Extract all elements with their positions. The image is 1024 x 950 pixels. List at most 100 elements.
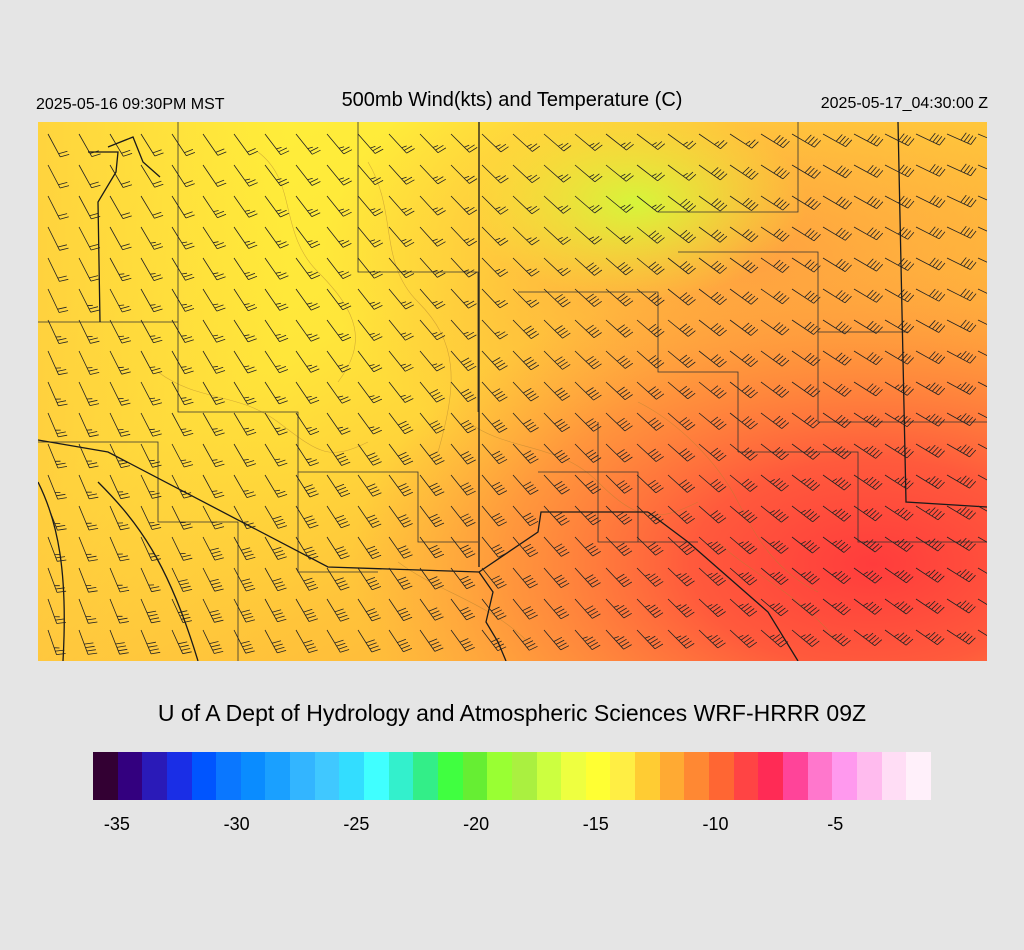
wind-barb — [171, 350, 194, 375]
wind-barb — [667, 381, 696, 400]
wind-barb — [574, 412, 602, 432]
wind-barb — [574, 505, 602, 526]
wind-barb — [698, 629, 726, 649]
wind-barb — [574, 226, 603, 245]
wind-barb — [264, 164, 290, 187]
wind-barb — [419, 598, 444, 621]
wind-barb — [357, 567, 382, 591]
wind-barb — [357, 598, 381, 622]
wind-barb — [109, 164, 133, 188]
wind-barb — [481, 412, 508, 433]
colorbar-swatch — [240, 752, 266, 800]
wind-barb — [946, 319, 977, 333]
wind-barb — [543, 505, 570, 526]
wind-barb — [109, 350, 131, 375]
wind-barb — [698, 412, 727, 430]
wind-barb — [760, 474, 789, 492]
wind-barb — [760, 536, 789, 554]
wind-barb — [326, 536, 350, 560]
wind-barb — [140, 505, 162, 530]
wind-barb — [78, 412, 99, 438]
wind-barb — [171, 381, 194, 406]
wind-barb — [295, 412, 320, 436]
wind-barb — [264, 226, 289, 249]
colorbar-swatch — [881, 752, 907, 800]
wind-barb — [171, 443, 194, 468]
wind-barb — [729, 567, 758, 586]
wind-barb — [884, 536, 914, 552]
wind-barb — [605, 412, 633, 432]
wind-barb — [450, 319, 477, 340]
wind-barb — [543, 288, 571, 308]
wind-barb — [791, 474, 821, 491]
wind-barb — [78, 598, 98, 624]
wind-barb — [481, 381, 508, 402]
wind-barb — [481, 629, 507, 652]
wind-barb — [574, 567, 601, 588]
wind-barb — [915, 381, 946, 396]
wind-barb — [47, 164, 70, 189]
wind-barb — [47, 412, 68, 438]
wind-barb — [543, 195, 572, 214]
wind-barb — [264, 536, 287, 560]
wind-barb — [667, 474, 696, 493]
wind-barb — [264, 350, 289, 374]
wind-barb — [419, 412, 445, 434]
colorbar-swatch — [388, 752, 414, 800]
wind-barb — [884, 412, 914, 428]
wind-barb — [357, 257, 383, 279]
wind-barb — [729, 598, 758, 617]
wind-barb — [760, 164, 790, 180]
wind-barb — [884, 226, 915, 240]
wind-barb — [760, 288, 790, 305]
wind-barb — [47, 288, 69, 313]
wind-barb — [946, 567, 976, 583]
wind-barb — [822, 412, 852, 429]
wind-barb — [78, 133, 101, 157]
wind-barb — [543, 598, 570, 620]
colorbar-swatch — [610, 752, 636, 800]
wind-barb — [171, 536, 193, 561]
wind-barb — [264, 474, 288, 498]
wind-barb — [915, 226, 946, 240]
wind-barb — [667, 567, 695, 587]
wind-barb — [760, 381, 790, 398]
wind-barb — [605, 567, 633, 588]
wind-barb — [822, 536, 852, 553]
wind-barb — [419, 164, 447, 185]
wind-barb — [884, 505, 914, 521]
wind-barb — [109, 505, 130, 531]
wind-barb — [636, 412, 665, 431]
wind-barb — [853, 164, 884, 178]
wind-barb — [202, 443, 225, 468]
wind-barb — [698, 319, 727, 337]
wind-barb — [605, 536, 633, 556]
wind-barb — [946, 132, 977, 145]
wind-barb — [481, 474, 508, 496]
wind-barb — [357, 319, 383, 341]
wind-barb — [884, 257, 915, 271]
wind-barb — [233, 288, 258, 312]
wind-barb — [574, 350, 602, 370]
wind-barb — [388, 133, 415, 154]
wind-barb — [698, 505, 727, 524]
wind-barb — [512, 412, 539, 433]
wind-barb — [295, 505, 319, 529]
temperature-wind-map — [38, 122, 987, 661]
colorbar-swatch — [216, 752, 241, 800]
wind-barb — [140, 629, 161, 655]
wind-barb — [791, 629, 820, 647]
wind-barb — [946, 163, 977, 177]
wind-barb — [853, 195, 884, 209]
wind-barb — [78, 226, 101, 251]
wind-barb — [78, 505, 99, 531]
wind-barb — [481, 133, 509, 153]
wind-barb — [636, 319, 665, 338]
wind-barb — [171, 505, 193, 530]
wind-barb — [388, 567, 413, 590]
wind-barb — [574, 319, 602, 339]
wind-barb — [636, 474, 664, 494]
wind-barb — [109, 598, 129, 624]
wind-barb — [915, 164, 946, 177]
wind-barb — [388, 412, 414, 435]
